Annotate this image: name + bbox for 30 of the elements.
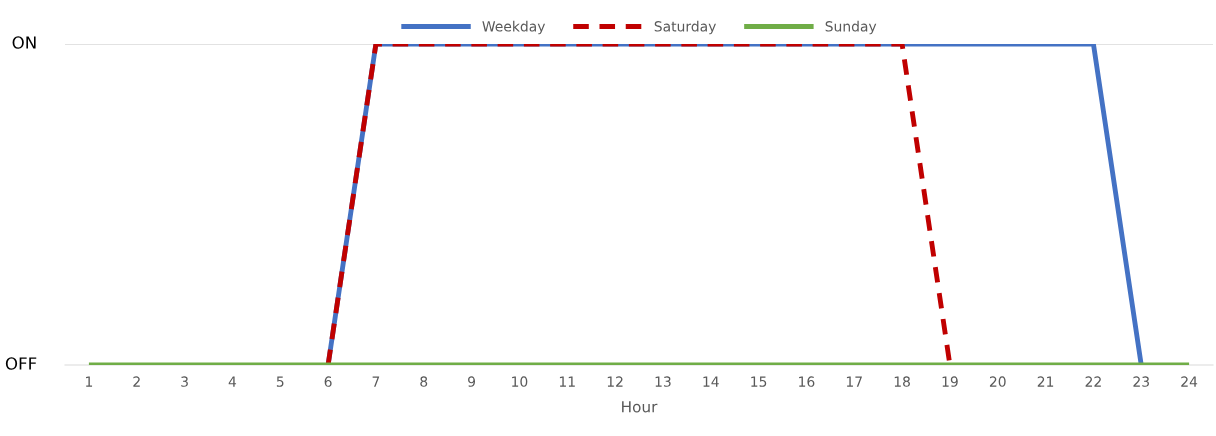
x-tick-label: 13 — [655, 376, 671, 387]
x-tick-label: 19 — [942, 376, 958, 387]
series-label: Saturday — [654, 20, 716, 35]
x-tick-label: 12 — [607, 376, 623, 387]
x-tick-label: 18 — [894, 376, 910, 387]
x-tick-label: 17 — [846, 376, 862, 387]
x-tick-label: 20 — [989, 376, 1006, 387]
x-tick-label: 3 — [181, 376, 188, 387]
text: OFF — [5, 357, 37, 370]
x-tick-label: 6 — [324, 376, 332, 387]
text: ON — [12, 36, 36, 49]
legend-label: Sunday — [825, 20, 877, 35]
x-tick-label: 15 — [751, 376, 767, 387]
x-tick-label: 8 — [420, 376, 428, 387]
legend-label: Weekday — [482, 20, 546, 35]
x-tick-label: 22 — [1085, 376, 1101, 387]
x-tick-label: 1 — [86, 376, 93, 387]
x-tick-label: 2 — [133, 376, 140, 387]
x-tick-label: 5 — [276, 376, 284, 387]
x-tick-label: 21 — [1037, 376, 1054, 387]
x-tick-label: 23 — [1133, 376, 1149, 387]
x-tick-label: 9 — [468, 376, 476, 387]
x-tick-label: 7 — [372, 376, 380, 387]
x-tick-label: 24 — [1181, 376, 1198, 387]
x-tick-label: 4 — [228, 376, 237, 387]
x-tick-label: 10 — [512, 376, 528, 387]
x-axis-title: Hour — [622, 401, 658, 413]
x-tick-label: 16 — [799, 376, 815, 387]
x-tick-label: 14 — [703, 376, 719, 387]
x-tick-label: 11 — [559, 376, 575, 387]
